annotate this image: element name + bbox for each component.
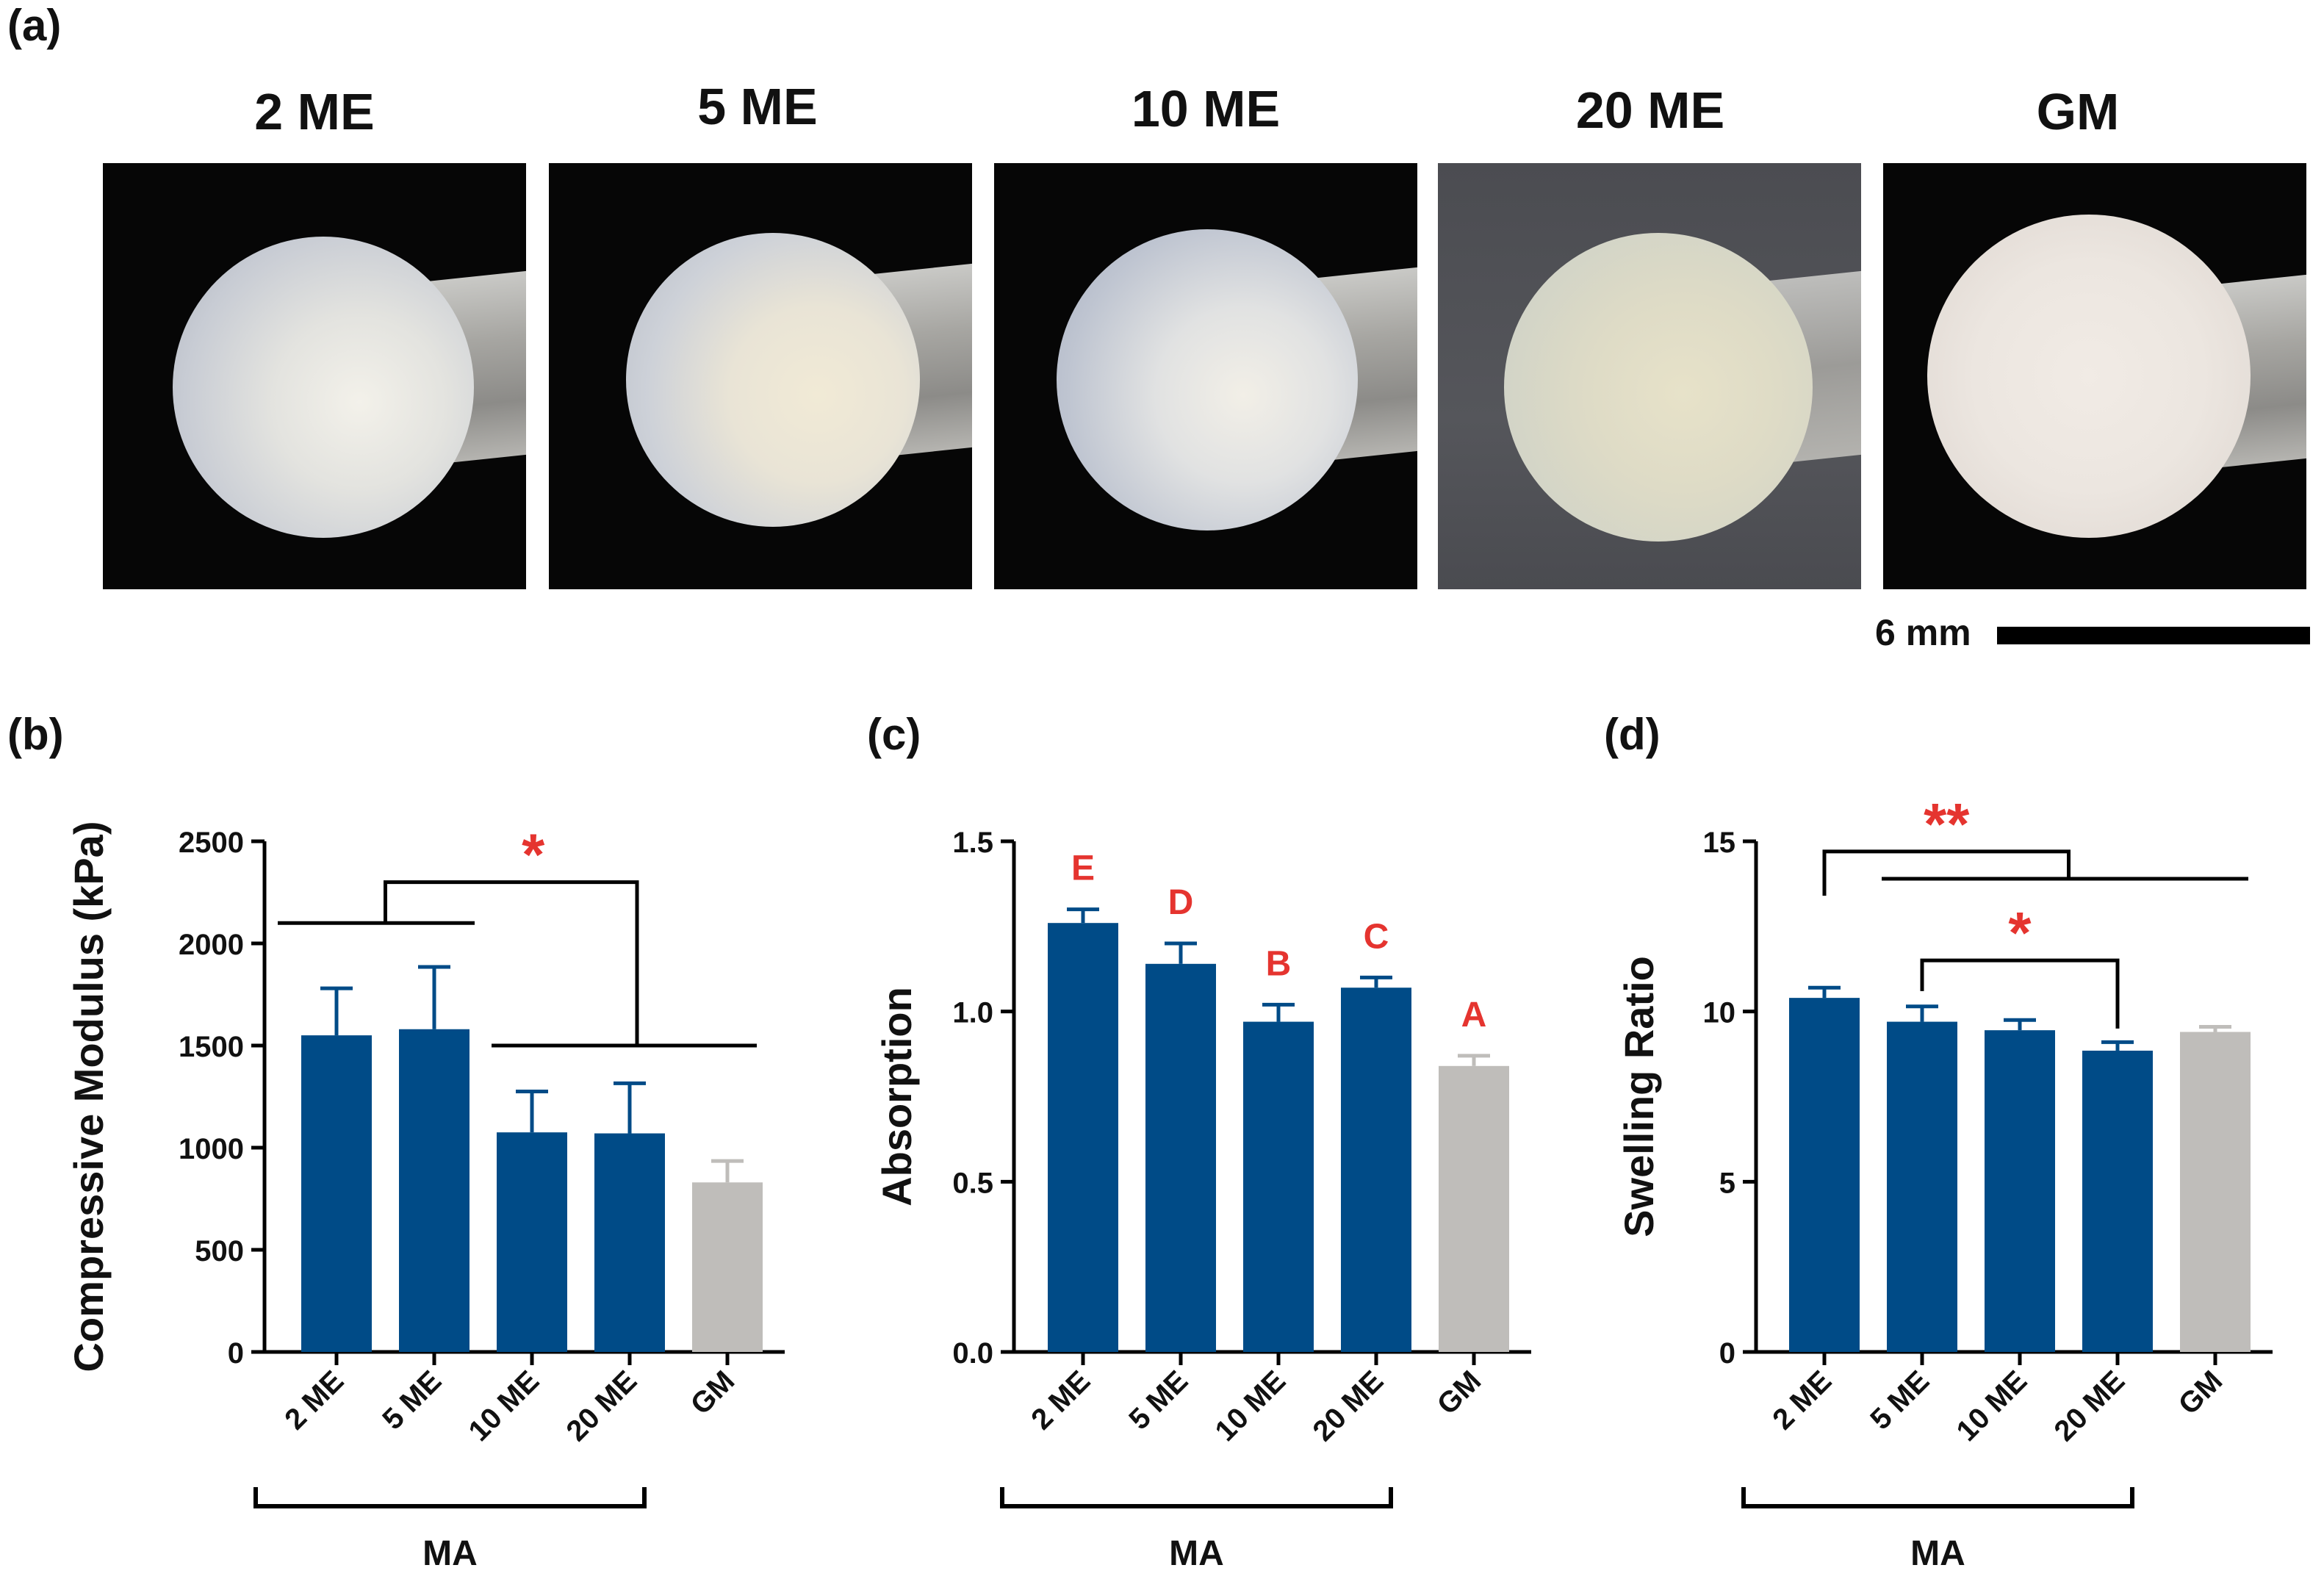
y-tick-label: 1.0 xyxy=(952,997,993,1029)
significance-letter: D xyxy=(1168,883,1194,922)
y-axis-label: Swelling Ratio xyxy=(1616,956,1662,1237)
photo-2me xyxy=(103,163,526,589)
photo-title-gm: GM xyxy=(2036,83,2120,140)
ma-group-label: MA xyxy=(422,1534,478,1573)
x-tick-label: 10 ME xyxy=(463,1364,546,1447)
photo-title-10me: 10 ME xyxy=(1131,80,1281,137)
photo-5me xyxy=(549,163,972,589)
y-tick-label: 0.5 xyxy=(952,1167,993,1199)
ma-bracket xyxy=(253,1487,647,1508)
bar-20me xyxy=(1341,988,1411,1352)
photo-title-2me: 2 ME xyxy=(254,83,375,140)
photo-gm xyxy=(1883,163,2306,589)
y-tick-label: 0 xyxy=(228,1337,244,1370)
ma-group-label: MA xyxy=(1169,1534,1224,1573)
x-tick-label: 20 ME xyxy=(2048,1364,2131,1447)
bar-2me xyxy=(301,1035,372,1352)
x-tick-label: 20 ME xyxy=(561,1364,644,1447)
significance-letter: A xyxy=(1461,996,1487,1035)
chart-swelling-ratio: 0 5 10 15 Swelling Ratio 2 ME 5 ME 10 ME 20 ME GM… xyxy=(1616,791,2273,1573)
sig-connector xyxy=(384,880,639,1046)
bar-5me xyxy=(1145,963,1216,1352)
bar-gm xyxy=(692,1182,763,1352)
significance-stars: ** xyxy=(1924,791,1970,857)
chart-absorption: 0.0 0.5 1.0 1.5 Absorption 2 ME 5 ME 10 ME 20 ME… xyxy=(874,827,1531,1573)
panel-label-c: (c) xyxy=(867,710,921,759)
x-tick-label: 5 ME xyxy=(1123,1364,1194,1436)
x-tick-label: GM xyxy=(1431,1364,1488,1421)
y-tick-label: 1500 xyxy=(179,1031,244,1063)
panel-label-a: (a) xyxy=(7,1,62,50)
significance-star: * xyxy=(522,822,545,888)
y-tick-label: 1000 xyxy=(179,1133,244,1165)
bar-20me xyxy=(2082,1050,2153,1352)
photo-title-5me: 5 ME xyxy=(697,78,818,135)
significance-star: * xyxy=(2008,900,2032,965)
photo-20me xyxy=(1438,163,1861,589)
ma-bracket xyxy=(1000,1487,1393,1508)
y-tick-label: 500 xyxy=(195,1235,244,1267)
y-tick-label: 0 xyxy=(1719,1337,1735,1370)
panel-label-d: (d) xyxy=(1604,710,1661,759)
y-tick-label: 2000 xyxy=(179,929,244,961)
bar-10me xyxy=(1985,1030,2055,1352)
panel-label-b: (b) xyxy=(7,710,64,759)
x-tick-label: 5 ME xyxy=(1864,1364,1935,1436)
y-tick-label: 15 xyxy=(1703,827,1736,859)
x-tick-label: 2 ME xyxy=(1025,1364,1096,1436)
x-tick-label: 10 ME xyxy=(1209,1364,1292,1447)
chart-compressive-modulus: 0 500 1000 1500 2000 2500 Compressive Modulus … xyxy=(65,821,785,1573)
significance-letter: C xyxy=(1364,917,1389,956)
bar-gm xyxy=(1439,1065,1509,1352)
sig-connector xyxy=(1822,849,2071,896)
x-tick-label: 5 ME xyxy=(376,1364,447,1436)
y-tick-label: 5 xyxy=(1719,1167,1735,1199)
sig-bracket xyxy=(1920,958,2120,1029)
y-axis-label: Compressive Modulus (kPa) xyxy=(65,821,112,1373)
x-tick-label: GM xyxy=(2173,1364,2229,1421)
x-tick-label: 2 ME xyxy=(1766,1364,1838,1436)
bar-10me xyxy=(497,1132,567,1352)
significance-letter: B xyxy=(1266,944,1292,983)
ma-group-label: MA xyxy=(1910,1534,1965,1573)
y-tick-label: 2500 xyxy=(179,827,244,859)
scale-bar-label: 6 mm xyxy=(1875,612,1971,653)
x-tick-label: 10 ME xyxy=(1951,1364,2034,1447)
bar-2me xyxy=(1789,998,1860,1352)
x-tick-label: 20 ME xyxy=(1307,1364,1390,1447)
bar-2me xyxy=(1048,923,1118,1352)
significance-letter: E xyxy=(1071,849,1095,888)
photo-title-20me: 20 ME xyxy=(1575,82,1725,139)
bar-20me xyxy=(594,1133,665,1352)
y-tick-label: 1.5 xyxy=(952,827,993,859)
scale-bar xyxy=(1997,627,2310,644)
y-axis-label: Absorption xyxy=(874,987,920,1206)
bar-10me xyxy=(1243,1021,1314,1352)
bar-5me xyxy=(1887,1021,1957,1352)
ma-bracket xyxy=(1741,1487,2134,1508)
y-tick-label: 0.0 xyxy=(952,1337,993,1370)
y-tick-label: 10 xyxy=(1703,997,1736,1029)
x-tick-label: 2 ME xyxy=(278,1364,350,1436)
bar-5me xyxy=(399,1029,470,1352)
photo-10me xyxy=(994,163,1417,589)
x-tick-label: GM xyxy=(685,1364,741,1421)
bar-gm xyxy=(2180,1032,2251,1352)
